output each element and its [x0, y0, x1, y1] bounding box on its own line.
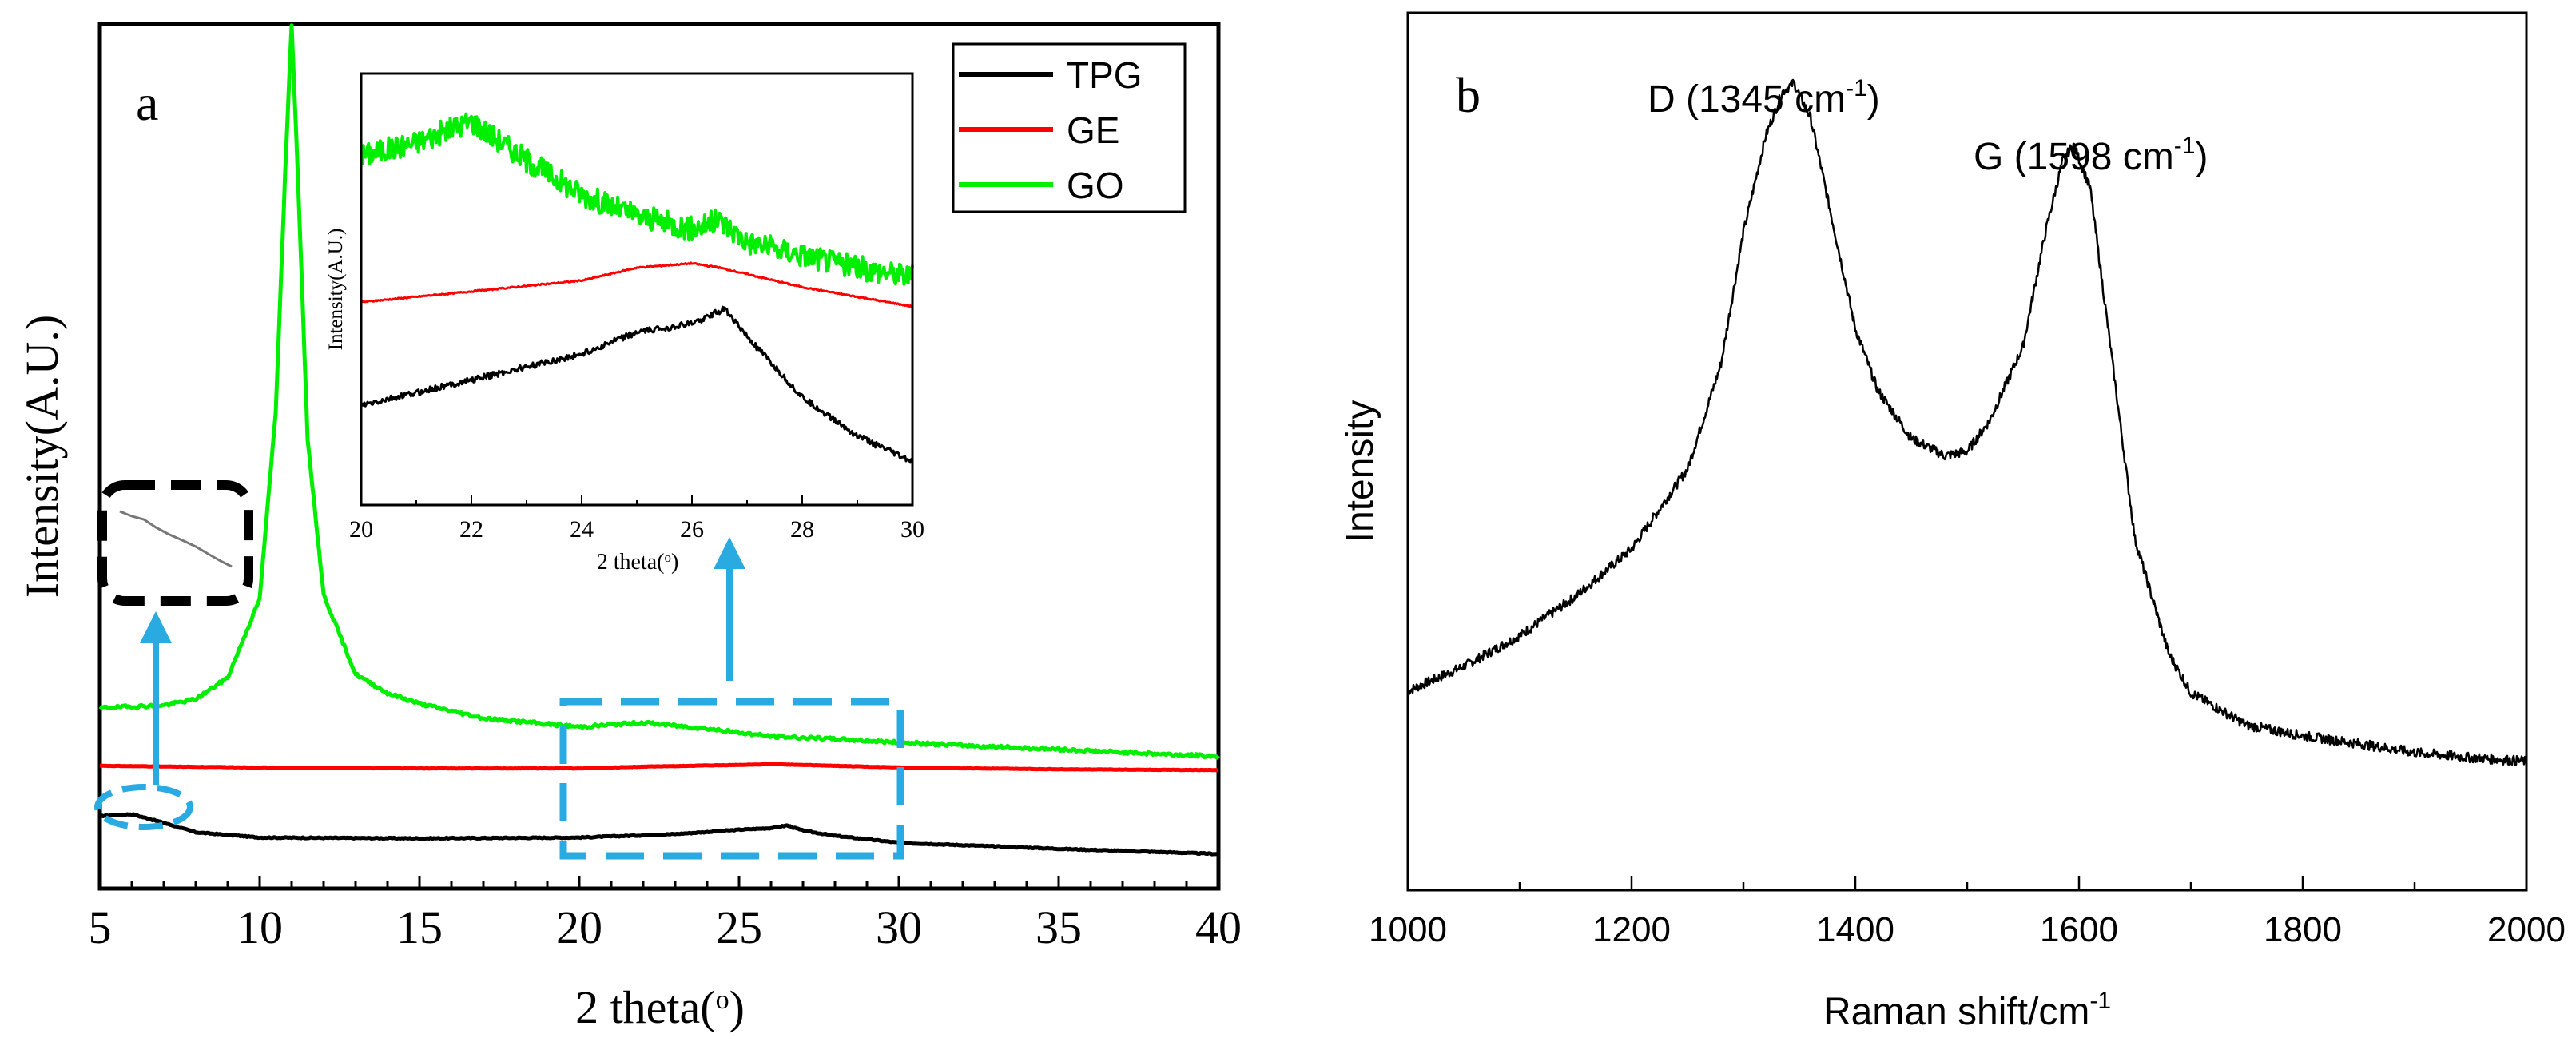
- inset-series: [360, 112, 914, 464]
- peak-label-d-close: ): [1867, 78, 1880, 121]
- panel-a-y-axis-label: Intensity(A.U.): [16, 315, 68, 598]
- legend-label-ge: GE: [1067, 109, 1119, 151]
- panel-b-y-axis-label: Intensity: [1339, 400, 1381, 543]
- x-tick-label: 2000: [2487, 910, 2566, 949]
- inset-x-tick-label: 30: [900, 516, 924, 543]
- panel-a-x-axis-label: 2 theta(o): [575, 981, 745, 1033]
- series-line-tpg: [99, 812, 1219, 857]
- panel-b-x-axis-label: Raman shift/cm-1: [1823, 988, 2111, 1033]
- panel-b-x-axis-label-sup: -1: [2089, 988, 2111, 1014]
- x-tick-label: 1400: [1816, 910, 1894, 949]
- panel-a: 5 10 15 20 25 30 35 40 a Intensity(A.U.) 2 thet…: [16, 22, 1242, 1033]
- inset-x-tick-label: 20: [349, 516, 373, 543]
- legend-label-tpg: TPG: [1067, 54, 1143, 96]
- x-tick-label: 1200: [1592, 910, 1671, 949]
- peak-label-g-text: G (1598 cm: [1974, 136, 2174, 178]
- x-tick-label: 15: [396, 901, 443, 953]
- x-tick-label: 30: [876, 901, 922, 953]
- series-line-raman: [1407, 78, 2528, 766]
- x-tick-label: 40: [1195, 901, 1242, 953]
- panel-a-x-axis-label-unit: o: [716, 985, 729, 1015]
- x-tick-label: 1800: [2264, 910, 2342, 949]
- inset-series-line-tpg: [360, 305, 913, 464]
- panel-a-series: [98, 23, 1220, 857]
- inset-x-tick-label: 24: [570, 516, 594, 543]
- panel-b-label: b: [1456, 69, 1481, 123]
- panel-a-inset: 20 22 24 26 28 30 Intensity(A.U.) 2 theta(o): [325, 72, 924, 575]
- inset-x-axis-label: 2 theta(o): [597, 550, 679, 575]
- panel-b-x-axis-label-text: Raman shift/cm: [1823, 991, 2089, 1033]
- inset-x-tick-label: 26: [680, 516, 704, 543]
- peak-label-d: D (1345 cm-1): [1648, 75, 1880, 121]
- highlight-box-dashed-20-30: [559, 698, 904, 860]
- x-tick-label: 35: [1036, 901, 1082, 953]
- inset-y-axis-label: Intensity(A.U.): [325, 229, 347, 351]
- peak-label-g: G (1598 cm-1): [1974, 133, 2208, 178]
- arrow-up-left-head: [140, 611, 172, 643]
- panel-a-plot-frame: [97, 22, 1221, 891]
- x-tick-label: 1600: [2040, 910, 2118, 949]
- inset-x-axis-label-unit: o: [664, 550, 671, 565]
- peak-label-g-close: ): [2195, 136, 2208, 178]
- panel-a-x-axis-label-close: ): [729, 981, 745, 1033]
- panel-a-x-ticks: 5 10 15 20 25 30 35 40: [89, 876, 1242, 953]
- peak-label-g-sup: -1: [2174, 133, 2196, 159]
- x-tick-label: 10: [237, 901, 283, 953]
- zoom-box-small-dashed: [97, 480, 253, 606]
- panel-b: 1000 1200 1400 1600 1800 2000 b D (1345 cm-1)…: [1339, 11, 2566, 1033]
- panel-a-label: a: [136, 74, 158, 131]
- inset-x-tick-label: 28: [790, 516, 814, 543]
- panel-a-legend: TPG GE GO: [952, 42, 1187, 213]
- legend-label-go: GO: [1067, 165, 1124, 206]
- peak-label-d-sup: -1: [1846, 75, 1867, 101]
- inset-x-axis-label-close: ): [671, 550, 678, 575]
- inset-series-line-go: [360, 112, 914, 286]
- panel-b-series: [1407, 78, 2528, 766]
- arrow-up-inset-head: [714, 537, 745, 569]
- inset-x-tick-label: 22: [459, 516, 483, 543]
- peak-label-d-text: D (1345 cm: [1648, 78, 1846, 121]
- series-line-go: [98, 23, 1220, 760]
- x-tick-label: 1000: [1369, 910, 1447, 949]
- inset-series-line-ge: [360, 261, 913, 308]
- highlight-ellipse-low-angle: [94, 784, 193, 830]
- panel-a-callouts: [94, 480, 904, 860]
- series-line-ge: [99, 762, 1219, 773]
- inset-x-axis-label-text: 2 theta(: [597, 550, 665, 575]
- x-tick-label: 20: [556, 901, 602, 953]
- x-tick-label: 5: [89, 901, 112, 953]
- panel-b-x-ticks: 1000 1200 1400 1600 1800 2000: [1369, 876, 2566, 949]
- inset-x-ticks: 20 22 24 26 28 30: [349, 495, 924, 543]
- panel-a-x-axis-label-text: 2 theta(: [575, 981, 716, 1033]
- x-tick-label: 25: [716, 901, 762, 953]
- inset-background: [361, 74, 912, 505]
- zoom-box-small-trace: [119, 510, 233, 568]
